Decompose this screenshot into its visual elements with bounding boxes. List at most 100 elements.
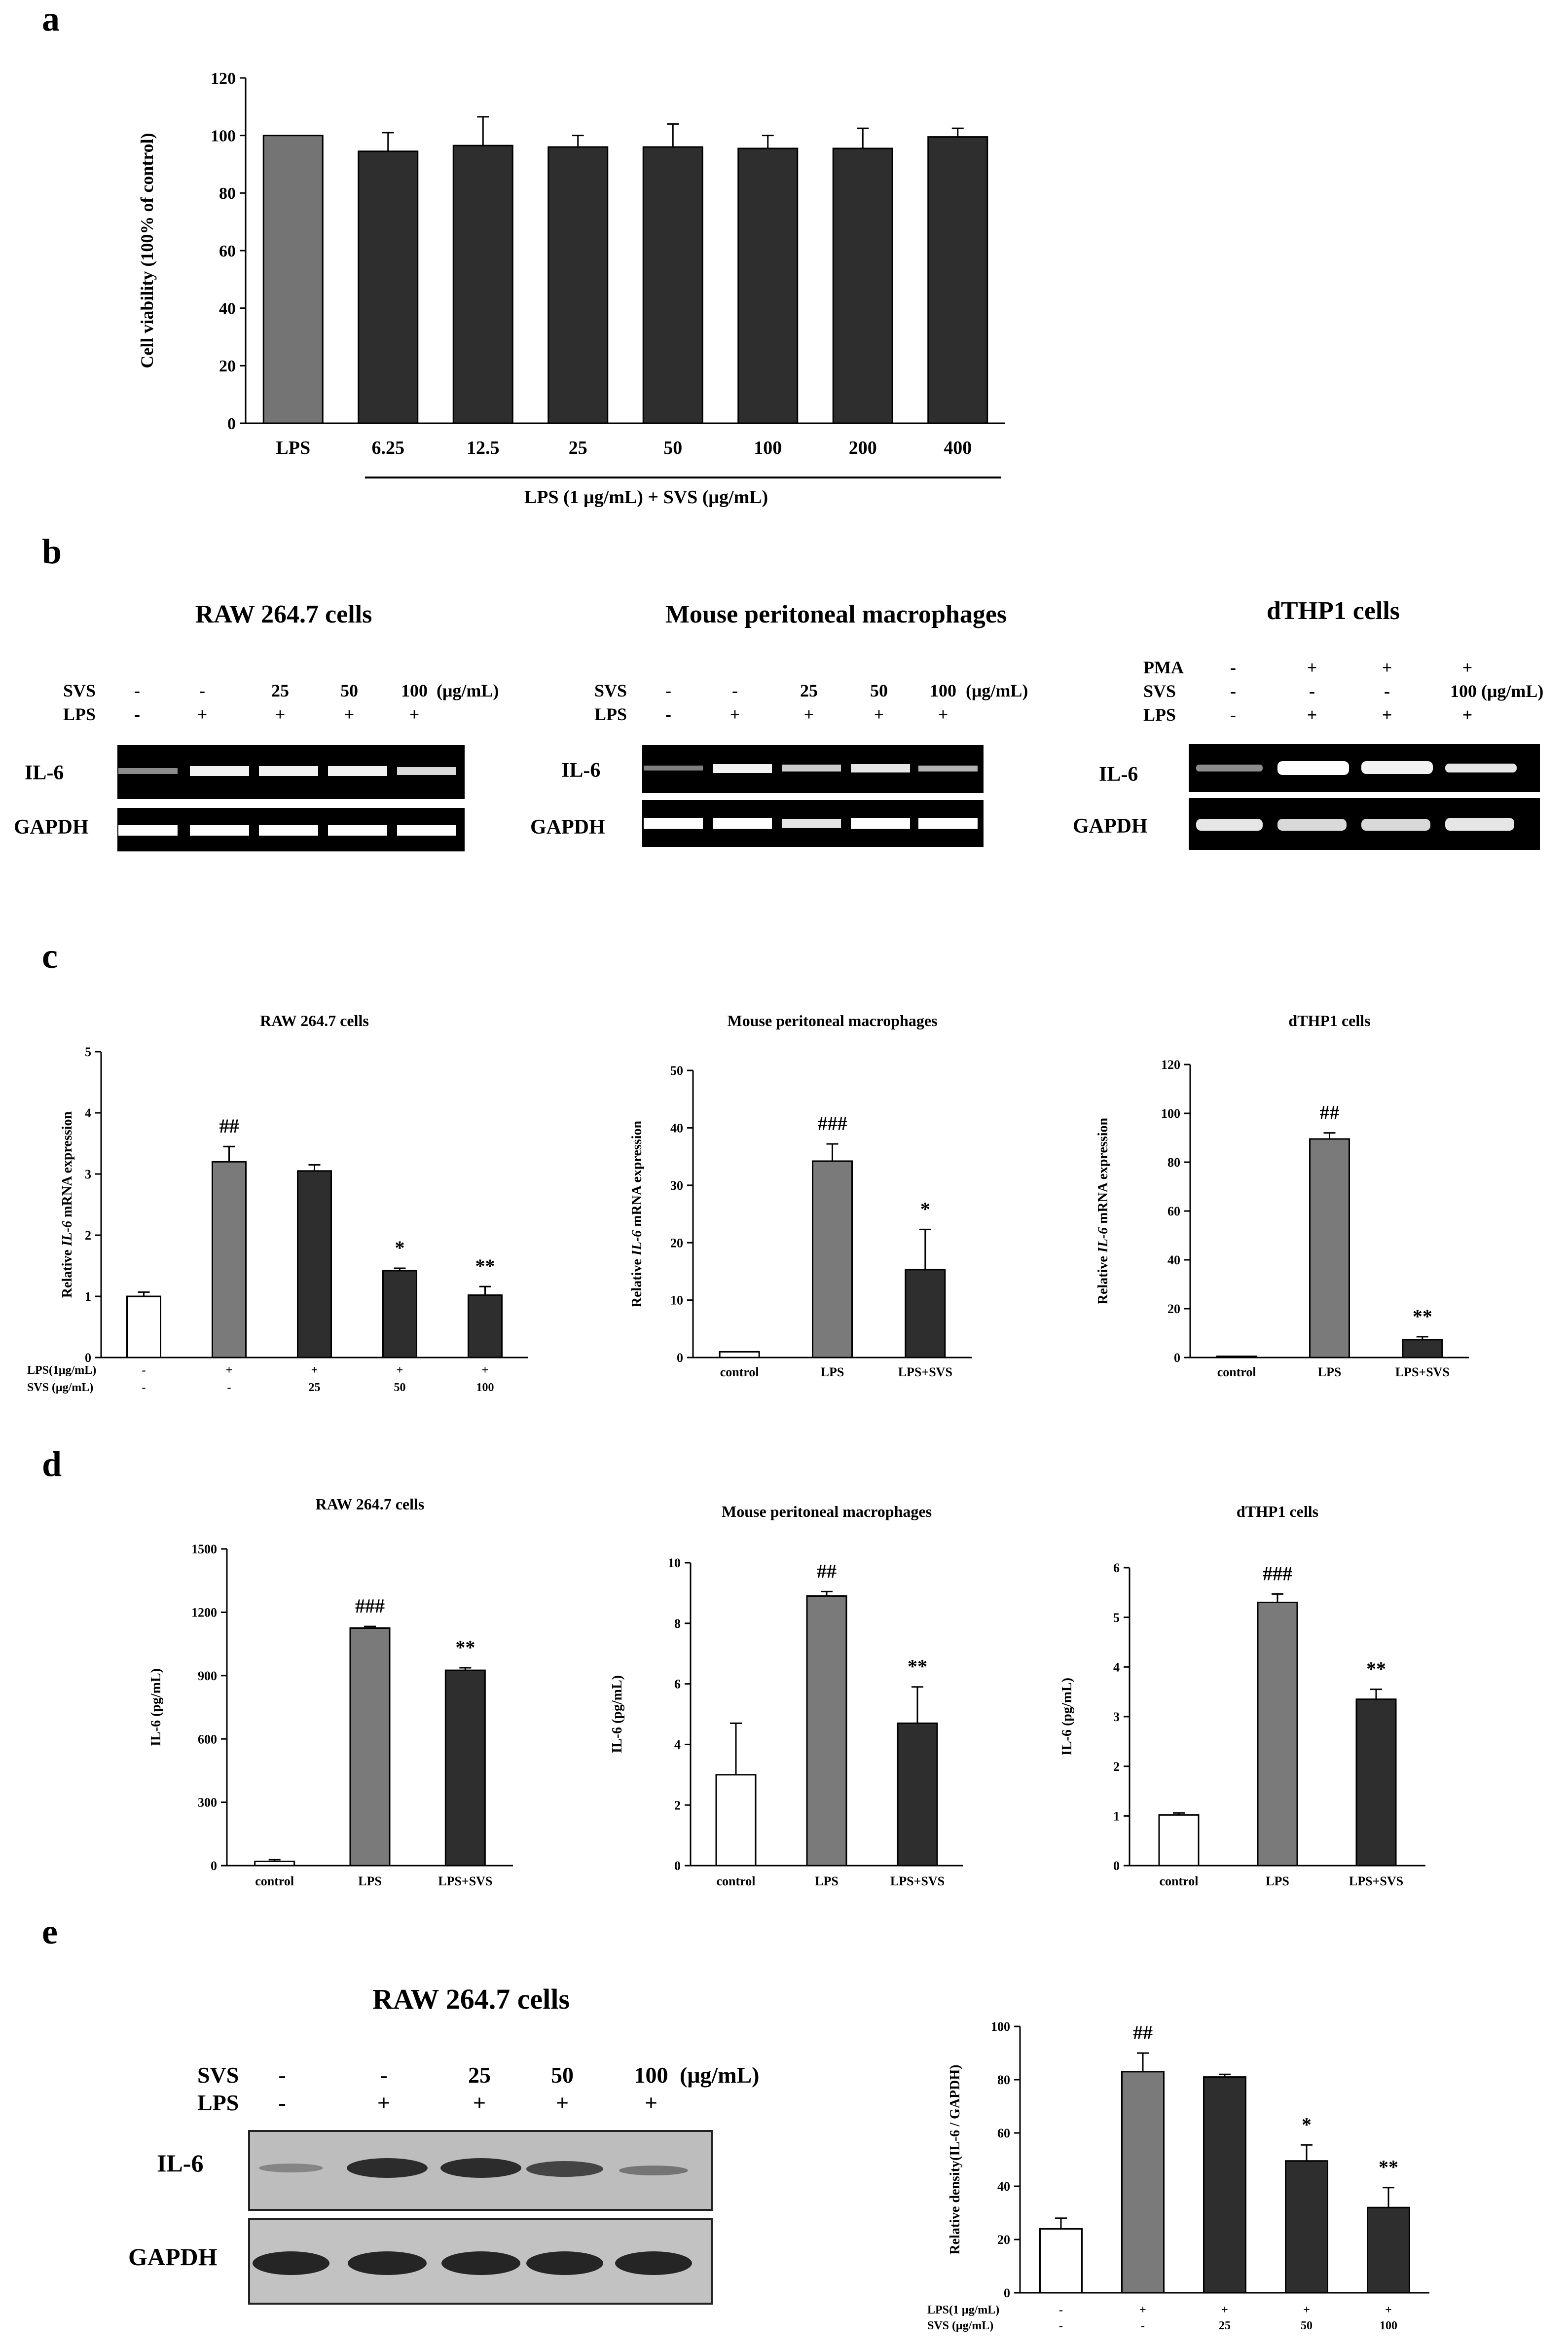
category-label: control	[1217, 1365, 1256, 1379]
chart-title: RAW 264.7 cells	[260, 1012, 369, 1029]
blot-title: dTHP1 cells	[1267, 597, 1400, 625]
y-tick-label: 120	[211, 70, 236, 88]
band-label-il6: IL-6	[25, 762, 64, 784]
y-label-part: Relative	[1095, 1252, 1111, 1304]
condition-value: -	[1059, 2319, 1063, 2332]
band	[441, 2251, 520, 2275]
chart-title: dTHP1 cells	[1288, 1012, 1370, 1029]
category-label: LPS	[815, 1874, 839, 1888]
chart-mrna-raw: RAW 264.7 cells 0 1 2 3 4 5 Relative IL-6 mRNA …	[27, 1012, 528, 1394]
y-axis-label: Relative IL-6 mRNA expression	[60, 1111, 75, 1298]
lane-value: +	[1382, 658, 1392, 677]
band	[1361, 761, 1433, 774]
significance-label: *	[395, 1237, 405, 1259]
y-tick-label: 80	[1167, 1155, 1180, 1170]
lane-value: +	[197, 704, 208, 724]
lane-value: 100	[634, 2062, 668, 2088]
chart-title: dTHP1 cells	[1237, 1503, 1318, 1520]
lane-value: +	[938, 704, 948, 724]
band-label-il6: IL-6	[1099, 763, 1138, 786]
bar	[349, 1627, 391, 1867]
treatment-underline-label: LPS (1 μg/mL) + SVS (μg/mL)	[524, 487, 768, 508]
bar	[927, 136, 988, 424]
condition-value: +	[1303, 2304, 1310, 2316]
y-tick-label: 0	[1113, 1859, 1120, 1873]
lane-value: 25	[800, 681, 818, 700]
category-label: LPS	[1318, 1365, 1342, 1379]
y-tick-label: 40	[219, 300, 236, 318]
lane-value: +	[874, 704, 884, 724]
condition-value: +	[1385, 2304, 1392, 2316]
band	[619, 2166, 688, 2175]
band	[782, 765, 841, 771]
y-tick-label: 40	[670, 1121, 683, 1136]
band	[644, 766, 703, 771]
condition-value: +	[226, 1364, 233, 1377]
y-tick-label: 0	[677, 1351, 683, 1365]
bar	[297, 1170, 332, 1359]
lane-value: +	[409, 704, 420, 724]
condition-value: +	[482, 1364, 489, 1377]
y-tick-label: 1	[1113, 1809, 1120, 1823]
significance-label: ##	[1320, 1102, 1340, 1124]
y-axis-label: Cell viability (100% of control)	[137, 133, 157, 368]
y-label-part: mRNA expression	[629, 1120, 645, 1230]
band	[397, 767, 456, 775]
chart-cell-viability: 0 20 40 60 80 100 120 Cell viability (100% of c…	[137, 70, 1005, 458]
lane-value: +	[473, 2090, 486, 2115]
band	[782, 819, 841, 828]
chart-elisa-raw: RAW 264.7 cells 0 300 600 900 1200 1500 IL-6 (p…	[148, 1495, 513, 1888]
lane-value: -	[732, 681, 738, 700]
band	[526, 2161, 603, 2177]
lane-value: +	[804, 704, 814, 724]
bar	[1309, 1138, 1350, 1359]
significance-label: ###	[1263, 1562, 1292, 1584]
lane-value: +	[730, 704, 740, 724]
y-tick-label: 4	[1113, 1660, 1120, 1674]
lane-value: -	[1384, 681, 1390, 701]
band	[118, 825, 178, 836]
blot-row-label: PMA	[1143, 658, 1184, 677]
y-tick-label: 900	[198, 1669, 217, 1683]
condition-value: 25	[1219, 2319, 1231, 2332]
lane-value: 25	[468, 2062, 491, 2088]
band-label-il6: IL-6	[157, 2149, 203, 2177]
y-tick-label: 80	[219, 184, 236, 203]
lane-value: +	[344, 704, 355, 724]
significance-label: *	[920, 1198, 930, 1220]
y-label-part: mRNA expression	[60, 1111, 75, 1220]
bar	[737, 147, 799, 424]
y-tick-label: 10	[670, 1293, 683, 1308]
y-tick-label: 2	[1113, 1760, 1120, 1774]
lane-value: 100	[930, 681, 956, 700]
panel-label-c: c	[42, 936, 58, 976]
bar	[715, 1774, 757, 1867]
bar	[812, 1160, 853, 1359]
y-axis-label: IL-6 (pg/mL)	[148, 1668, 164, 1746]
condition-value: 50	[1301, 2319, 1313, 2332]
band	[397, 825, 456, 836]
bar	[1257, 1601, 1298, 1867]
condition-row-label: SVS (μg/mL)	[927, 2319, 993, 2332]
band	[1196, 765, 1263, 771]
condition-value: +	[311, 1364, 318, 1377]
blot-row-label: SVS	[197, 2062, 239, 2088]
condition-value: 50	[394, 1381, 406, 1394]
lane-value: -	[1230, 681, 1236, 701]
lane-value: -	[380, 2062, 387, 2088]
lane-value: -	[278, 2090, 286, 2115]
category-label: LPS+SVS	[438, 1874, 492, 1888]
gel-bands	[644, 764, 978, 829]
condition-value: -	[227, 1381, 231, 1394]
membrane-bands	[253, 2158, 692, 2275]
significance-label: ##	[1133, 2021, 1153, 2044]
condition-row-label: LPS(1 μg/mL)	[927, 2304, 999, 2316]
band-label-gapdh: GAPDH	[14, 816, 89, 839]
category-label: LPS	[276, 438, 310, 458]
bar	[452, 145, 513, 424]
blot-title: RAW 264.7 cells	[195, 600, 372, 628]
band	[253, 2251, 329, 2275]
lane-value: -	[1230, 705, 1236, 725]
y-tick-label: 80	[997, 2073, 1010, 2087]
